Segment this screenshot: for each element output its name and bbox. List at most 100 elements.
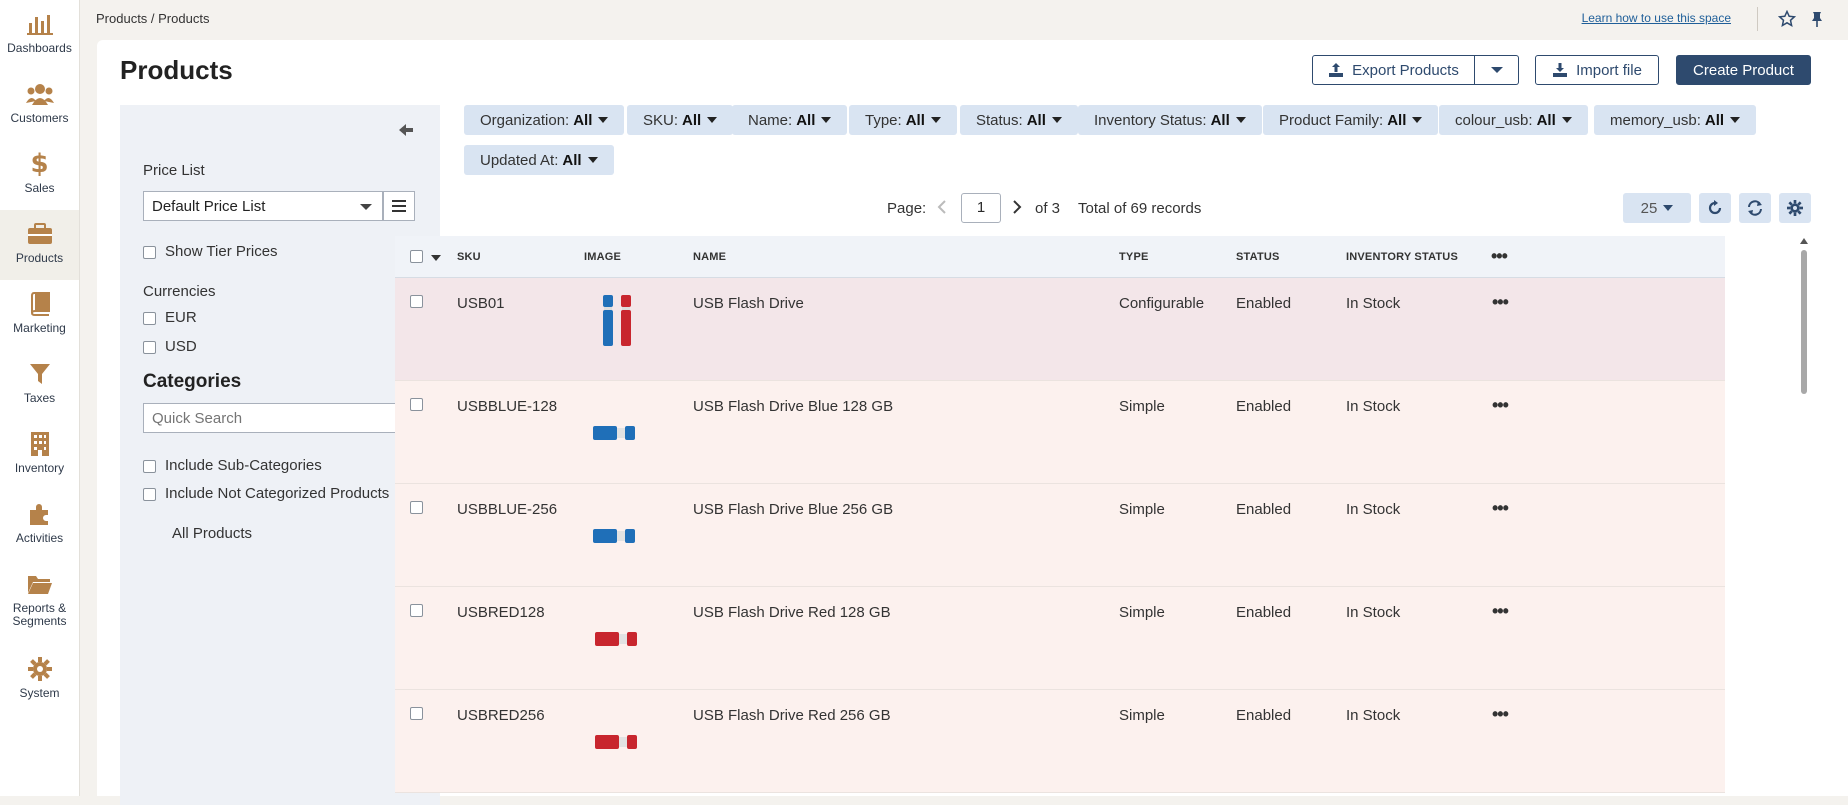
filter-inventory-status[interactable]: Inventory Status: All <box>1078 105 1262 135</box>
filter-name[interactable]: Name: All <box>732 105 848 135</box>
caret-down-icon <box>1663 205 1674 211</box>
currency-usd-checkbox[interactable] <box>143 341 156 354</box>
row-actions-menu[interactable]: ••• <box>1492 601 1509 621</box>
cell-sku: USBRED256 <box>457 707 545 724</box>
learn-how-link[interactable]: Learn how to use this space <box>1581 11 1731 25</box>
category-quick-search[interactable] <box>143 403 415 433</box>
currency-eur-checkbox[interactable] <box>143 312 156 325</box>
row-actions-menu[interactable]: ••• <box>1492 292 1509 312</box>
caret-down-icon <box>1412 117 1423 123</box>
filter-colour-usb[interactable]: colour_usb: All <box>1439 105 1588 135</box>
select-all-checkbox[interactable] <box>410 250 423 263</box>
nav-item-products[interactable]: Products <box>0 210 79 280</box>
filter-organization[interactable]: Organization: All <box>464 105 625 135</box>
filter-updated-at[interactable]: Updated At: All <box>464 145 614 175</box>
column-actions-menu[interactable]: ••• <box>1491 246 1508 266</box>
product-image <box>591 396 651 466</box>
export-products-button[interactable]: Export Products <box>1312 55 1475 85</box>
page-number-input[interactable]: 1 <box>961 193 1001 223</box>
filter-product-family[interactable]: Product Family: All <box>1263 105 1439 135</box>
nav-item-reports-segments[interactable]: Reports & Segments <box>0 560 79 640</box>
select-all-caret-icon[interactable] <box>431 255 441 261</box>
chevron-down-icon <box>1490 67 1503 73</box>
refresh-button[interactable] <box>1739 193 1771 223</box>
nav-item-customers[interactable]: Customers <box>0 70 79 140</box>
grid-settings-button[interactable] <box>1779 193 1811 223</box>
column-header-status[interactable]: STATUS <box>1236 251 1280 263</box>
include-sub-categories-checkbox[interactable] <box>143 460 156 473</box>
nav-item-system[interactable]: System <box>0 645 79 715</box>
page-size-select[interactable]: 25 <box>1623 193 1691 223</box>
row-checkbox[interactable] <box>410 604 423 617</box>
show-tier-prices-checkbox[interactable] <box>143 246 156 259</box>
breadcrumb[interactable]: Products / Products <box>96 11 210 26</box>
table-scrollbar[interactable] <box>1798 236 1810 796</box>
table-row[interactable]: USBBLUE-128 USB Flash Drive Blue 128 GB … <box>395 381 1725 484</box>
nav-item-taxes[interactable]: Taxes <box>0 350 79 420</box>
arrow-left-icon[interactable] <box>397 121 415 139</box>
nav-item-dashboards[interactable]: Dashboards <box>0 0 79 70</box>
table-row[interactable]: USB01 USB Flash Drive Configurable Enabl… <box>395 278 1725 381</box>
table-row[interactable]: USBRED256 USB Flash Drive Red 256 GB Sim… <box>395 690 1725 793</box>
filter-value: All <box>1704 111 1725 129</box>
column-header-name[interactable]: NAME <box>693 251 727 263</box>
include-not-categorized-checkbox[interactable] <box>143 488 156 501</box>
row-actions-menu[interactable]: ••• <box>1492 704 1509 724</box>
filter-value: All <box>682 111 702 129</box>
row-checkbox[interactable] <box>410 398 423 411</box>
filter-label: colour_usb: <box>1455 111 1533 129</box>
star-icon[interactable] <box>1777 9 1797 28</box>
scrollbar-thumb[interactable] <box>1801 250 1807 394</box>
cell-name[interactable]: USB Flash Drive Blue 128 GB <box>693 398 894 415</box>
include-sub-categories-label: Include Sub-Categories <box>165 457 322 474</box>
cell-name[interactable]: USB Flash Drive Blue 256 GB <box>693 501 894 518</box>
caret-down-icon <box>1051 117 1062 123</box>
nav-item-activities[interactable]: Activities <box>0 490 79 560</box>
create-product-button[interactable]: Create Product <box>1676 55 1811 85</box>
filter-type[interactable]: Type: All <box>849 105 957 135</box>
row-checkbox[interactable] <box>410 707 423 720</box>
nav-item-marketing[interactable]: Marketing <box>0 280 79 350</box>
row-actions-menu[interactable]: ••• <box>1492 395 1509 415</box>
cell-inventory-status: In Stock <box>1346 295 1401 312</box>
cell-status: Enabled <box>1236 707 1292 724</box>
filter-status[interactable]: Status: All <box>960 105 1078 135</box>
filter-memory-usb[interactable]: memory_usb: All <box>1594 105 1757 135</box>
reset-button[interactable] <box>1699 193 1731 223</box>
cell-inventory-status: In Stock <box>1346 398 1401 415</box>
cell-name[interactable]: USB Flash Drive Red 256 GB <box>693 707 891 724</box>
row-checkbox[interactable] <box>410 501 423 514</box>
price-list-select[interactable]: Default Price List <box>143 191 383 221</box>
categories-heading: Categories <box>143 371 242 392</box>
all-products-link[interactable]: All Products <box>172 525 253 542</box>
filter-sku[interactable]: SKU: All <box>627 105 734 135</box>
pin-icon[interactable] <box>1808 10 1826 28</box>
column-header-sku[interactable]: SKU <box>457 251 481 263</box>
cell-sku: USBBLUE-256 <box>457 501 558 518</box>
column-header-inventory-status[interactable]: INVENTORY STATUS <box>1346 251 1458 263</box>
nav-label: Dashboards <box>7 41 72 55</box>
table-row[interactable]: USBBLUE-256 USB Flash Drive Blue 256 GB … <box>395 484 1725 587</box>
prev-page-icon[interactable] <box>936 199 948 220</box>
cell-name[interactable]: USB Flash Drive Red 128 GB <box>693 604 891 621</box>
row-actions-menu[interactable]: ••• <box>1492 498 1509 518</box>
price-list-label: Price List <box>143 162 205 179</box>
gear-icon <box>1787 200 1803 216</box>
column-header-type[interactable]: TYPE <box>1119 251 1149 263</box>
row-checkbox[interactable] <box>410 295 423 308</box>
nav-label: Inventory <box>14 461 65 475</box>
reset-icon <box>1708 200 1722 215</box>
export-options-dropdown[interactable] <box>1475 55 1519 85</box>
cell-name[interactable]: USB Flash Drive <box>693 295 804 312</box>
next-page-icon[interactable] <box>1011 199 1023 220</box>
import-file-button[interactable]: Import file <box>1535 55 1659 85</box>
book-icon <box>26 290 54 318</box>
table-row[interactable]: USBRED128 USB Flash Drive Red 128 GB Sim… <box>395 587 1725 690</box>
product-image <box>591 499 651 569</box>
nav-item-inventory[interactable]: Inventory <box>0 420 79 490</box>
scroll-up-arrow-icon[interactable] <box>1800 238 1808 244</box>
price-list-menu-button[interactable] <box>383 191 415 221</box>
caret-down-icon <box>707 117 718 123</box>
nav-item-sales[interactable]: $ Sales <box>0 140 79 210</box>
filter-label: Updated At: <box>480 151 559 169</box>
